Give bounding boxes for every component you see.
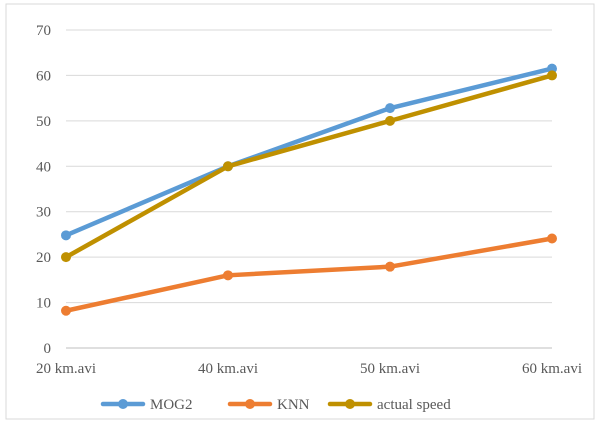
series-lines	[61, 63, 557, 316]
x-tick-label: 50 km.avi	[360, 361, 420, 377]
y-axis-ticks: 0 10 20 30 40 50 60 70	[36, 23, 51, 357]
x-tick-label: 40 km.avi	[198, 361, 258, 377]
y-tick-label: 10	[36, 296, 51, 312]
data-point-actual-speed	[223, 161, 233, 172]
series-knn	[61, 233, 557, 316]
data-point-actual-speed	[61, 252, 71, 263]
y-tick-label: 20	[36, 250, 51, 266]
legend-swatch-marker	[245, 399, 255, 409]
data-point-actual-speed	[547, 70, 557, 81]
y-tick-label: 30	[36, 205, 51, 221]
data-point-knn	[223, 270, 233, 281]
legend-item-actual-speed: actual speed	[327, 397, 451, 413]
y-tick-label: 70	[36, 23, 51, 39]
data-point-knn	[547, 233, 557, 244]
x-tick-label: 20 km.avi	[36, 361, 96, 377]
x-tick-label: 60 km.avi	[522, 361, 582, 377]
legend-label: actual speed	[377, 397, 451, 413]
series-line-actual-speed	[63, 73, 555, 260]
series-actual-speed	[61, 70, 557, 263]
x-axis-ticks: 20 km.avi 40 km.avi 50 km.avi 60 km.avi	[36, 361, 582, 377]
series-line-knn	[63, 236, 555, 313]
data-point-knn	[61, 305, 71, 316]
data-point-mog2	[385, 103, 395, 114]
legend-swatch-marker	[345, 399, 355, 409]
legend-item-mog2: MOG2	[100, 397, 193, 413]
y-tick-label: 50	[36, 114, 51, 130]
y-tick-label: 40	[36, 159, 51, 175]
series-line-mog2	[63, 66, 555, 238]
data-point-knn	[385, 261, 395, 272]
legend-item-knn: KNN	[227, 397, 310, 413]
legend-label: MOG2	[150, 397, 193, 413]
legend-swatch-marker	[118, 399, 128, 409]
data-point-mog2	[61, 230, 71, 241]
y-tick-label: 0	[44, 341, 52, 357]
data-point-actual-speed	[385, 115, 395, 126]
gridlines	[66, 29, 552, 349]
y-tick-label: 60	[36, 68, 51, 84]
legend: MOG2 KNN actual speed	[100, 397, 451, 413]
legend-label: KNN	[277, 397, 310, 413]
